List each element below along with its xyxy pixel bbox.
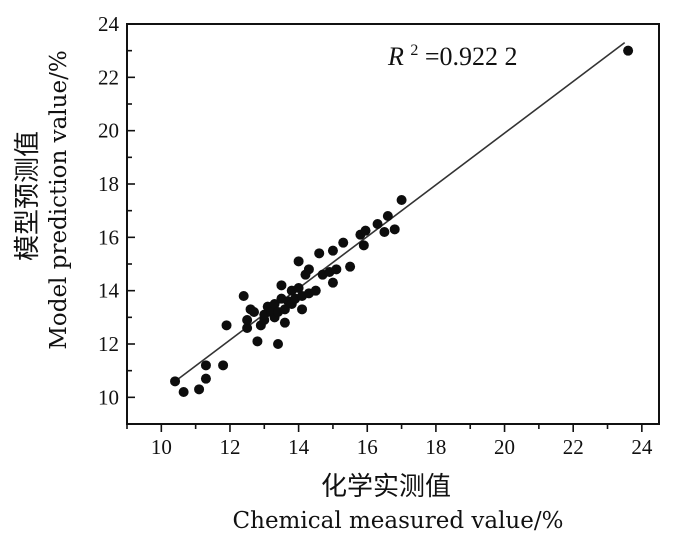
data-point xyxy=(623,45,634,56)
x-tick-label: 20 xyxy=(494,435,515,459)
y-axis-title-en: Model prediction value/% xyxy=(46,50,72,349)
y-tick-label: 12 xyxy=(98,332,119,356)
data-point xyxy=(331,264,342,275)
y-tick-label: 18 xyxy=(98,172,119,196)
y-tick-label: 10 xyxy=(98,385,119,409)
data-point xyxy=(372,219,383,229)
data-point xyxy=(170,376,181,387)
data-point xyxy=(200,360,211,371)
y-tick-label: 22 xyxy=(98,65,119,89)
x-axis-ticks: 10 12 14 16 18 20 22 24 xyxy=(126,424,653,459)
data-point xyxy=(327,277,338,288)
data-point xyxy=(273,339,284,349)
r-squared-annotation: R 2 =0.922 2 xyxy=(387,32,518,71)
data-point xyxy=(310,285,321,296)
data-point xyxy=(327,245,338,256)
x-axis-title-cn: 化学实测值 xyxy=(321,472,451,502)
data-point xyxy=(221,320,232,331)
data-point xyxy=(269,299,280,309)
data-point xyxy=(379,227,390,237)
data-point xyxy=(314,248,325,259)
x-tick-label: 10 xyxy=(151,435,172,459)
y-axis-ticks: 10 12 14 16 18 20 22 24 xyxy=(98,12,135,425)
axes: 10 12 14 16 18 20 22 24 10 12 14 16 18 20 22 24 xyxy=(98,12,660,459)
data-point xyxy=(345,261,356,272)
y-tick-label: 16 xyxy=(98,225,119,249)
data-point xyxy=(252,336,263,347)
data-point xyxy=(293,256,304,267)
y-tick-label: 20 xyxy=(98,119,119,143)
data-point xyxy=(358,240,369,251)
data-point xyxy=(360,225,371,236)
y-tick-label: 14 xyxy=(98,279,120,303)
data-point xyxy=(248,307,259,317)
x-tick-label: 22 xyxy=(563,435,584,459)
data-point xyxy=(279,317,290,328)
data-point xyxy=(297,304,308,315)
data-point xyxy=(338,237,349,248)
data-point xyxy=(276,280,287,291)
data-point xyxy=(389,224,400,235)
data-point xyxy=(194,384,205,395)
y-axis-title-cn: 模型预测值 xyxy=(13,131,43,261)
x-axis-title-en: Chemical measured value/% xyxy=(233,508,564,534)
data-point xyxy=(242,323,253,333)
fit-line xyxy=(174,42,626,382)
data-points xyxy=(170,45,634,397)
data-point xyxy=(279,304,290,315)
data-point xyxy=(238,291,249,301)
x-tick-label: 24 xyxy=(631,435,653,459)
r-symbol: R xyxy=(387,42,404,71)
data-point xyxy=(218,360,229,371)
r-exponent: 2 xyxy=(410,42,418,59)
data-point xyxy=(303,264,314,275)
x-tick-label: 18 xyxy=(425,435,446,459)
x-tick-label: 12 xyxy=(219,435,240,459)
plot-frame xyxy=(126,23,660,425)
x-tick-label: 14 xyxy=(288,435,310,459)
data-point xyxy=(396,195,407,205)
data-point xyxy=(293,283,304,293)
data-point xyxy=(242,315,253,325)
x-tick-label: 16 xyxy=(357,435,378,459)
data-point xyxy=(200,373,211,384)
y-tick-label: 24 xyxy=(98,12,120,36)
r-value: =0.922 2 xyxy=(425,42,518,71)
data-point xyxy=(178,387,189,397)
data-point xyxy=(382,211,393,221)
